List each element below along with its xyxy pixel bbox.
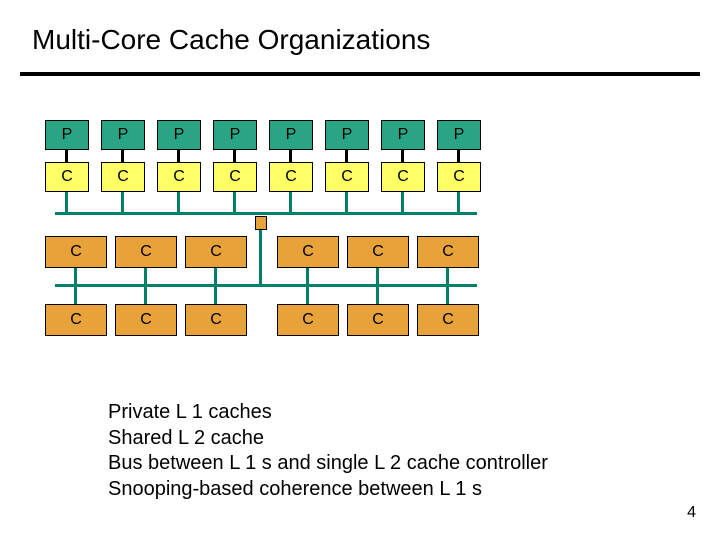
- controller-down: [259, 230, 262, 284]
- slide: Multi-Core Cache Organizations P P P P P…: [0, 0, 720, 540]
- p-c-connector: [121, 150, 124, 162]
- caption-line: Snooping-based coherence between L 1 s: [108, 477, 548, 503]
- cache-label: C: [302, 243, 314, 261]
- l2-cache-box: C: [277, 236, 339, 268]
- cache-label: C: [140, 311, 152, 329]
- processor-label: P: [342, 126, 353, 144]
- l1-bus-connector: [401, 192, 404, 212]
- l1-bus-connector: [289, 192, 292, 212]
- cache-label: C: [173, 168, 185, 186]
- l2-cache-box: C: [417, 236, 479, 268]
- l1-bus-connector: [233, 192, 236, 212]
- l2-cache-box: C: [417, 304, 479, 336]
- cache-label: C: [372, 311, 384, 329]
- processor-label: P: [454, 126, 465, 144]
- processor-box: P: [269, 120, 313, 150]
- processor-label: P: [118, 126, 129, 144]
- l2-bus-connector: [446, 268, 449, 304]
- l1-cache-box: C: [101, 162, 145, 192]
- p-c-connector: [65, 150, 68, 162]
- cache-label: C: [229, 168, 241, 186]
- cache-label: C: [70, 243, 82, 261]
- p-c-connector: [345, 150, 348, 162]
- l1-bus-connector: [457, 192, 460, 212]
- cache-diagram: P P P P P P P P C C C C C C C C: [45, 120, 565, 380]
- cache-label: C: [210, 243, 222, 261]
- processor-box: P: [437, 120, 481, 150]
- l1-bus-connector: [177, 192, 180, 212]
- processor-box: P: [381, 120, 425, 150]
- processor-label: P: [174, 126, 185, 144]
- processor-box: P: [101, 120, 145, 150]
- caption-line: Private L 1 caches: [108, 400, 548, 426]
- cache-label: C: [70, 311, 82, 329]
- cache-label: C: [397, 168, 409, 186]
- cache-label: C: [210, 311, 222, 329]
- p-c-connector: [289, 150, 292, 162]
- l2-cache-box: C: [185, 304, 247, 336]
- l1-bus-connector: [65, 192, 68, 212]
- l2-cache-box: C: [45, 304, 107, 336]
- processor-box: P: [157, 120, 201, 150]
- l1-bus-connector: [121, 192, 124, 212]
- cache-label: C: [453, 168, 465, 186]
- l2-cache-box: C: [115, 304, 177, 336]
- slide-caption: Private L 1 caches Shared L 2 cache Bus …: [108, 400, 548, 502]
- cache-label: C: [302, 311, 314, 329]
- l2-bus-connector: [306, 268, 309, 304]
- l2-cache-box: C: [115, 236, 177, 268]
- caption-line: Shared L 2 cache: [108, 426, 548, 452]
- processor-box: P: [325, 120, 369, 150]
- p-c-connector: [177, 150, 180, 162]
- l1-cache-box: C: [325, 162, 369, 192]
- l2-controller: [255, 216, 267, 230]
- processor-box: P: [45, 120, 89, 150]
- cache-label: C: [442, 243, 454, 261]
- l2-cache-box: C: [347, 304, 409, 336]
- processor-label: P: [398, 126, 409, 144]
- l1-cache-box: C: [269, 162, 313, 192]
- cache-label: C: [140, 243, 152, 261]
- l2-cache-box: C: [45, 236, 107, 268]
- l2-cache-box: C: [277, 304, 339, 336]
- p-c-connector: [401, 150, 404, 162]
- cache-label: C: [442, 311, 454, 329]
- p-c-connector: [233, 150, 236, 162]
- l2-bus-connector: [214, 268, 217, 304]
- l2-bus: [55, 284, 477, 287]
- l2-bus-connector: [74, 268, 77, 304]
- slide-title: Multi-Core Cache Organizations: [32, 24, 430, 56]
- processor-label: P: [286, 126, 297, 144]
- page-number: 4: [687, 504, 696, 522]
- l1-cache-box: C: [157, 162, 201, 192]
- cache-label: C: [341, 168, 353, 186]
- l1-cache-box: C: [437, 162, 481, 192]
- l2-bus-connector: [144, 268, 147, 304]
- l2-bus-connector: [376, 268, 379, 304]
- cache-label: C: [117, 168, 129, 186]
- p-c-connector: [457, 150, 460, 162]
- processor-box: P: [213, 120, 257, 150]
- cache-label: C: [61, 168, 73, 186]
- l1-bus: [55, 212, 477, 215]
- processor-label: P: [62, 126, 73, 144]
- l2-cache-box: C: [347, 236, 409, 268]
- cache-label: C: [372, 243, 384, 261]
- l2-cache-box: C: [185, 236, 247, 268]
- l1-cache-box: C: [45, 162, 89, 192]
- l1-bus-connector: [345, 192, 348, 212]
- l1-cache-box: C: [381, 162, 425, 192]
- processor-label: P: [230, 126, 241, 144]
- cache-label: C: [285, 168, 297, 186]
- caption-line: Bus between L 1 s and single L 2 cache c…: [108, 451, 548, 477]
- l1-cache-box: C: [213, 162, 257, 192]
- title-underline: [20, 72, 700, 76]
